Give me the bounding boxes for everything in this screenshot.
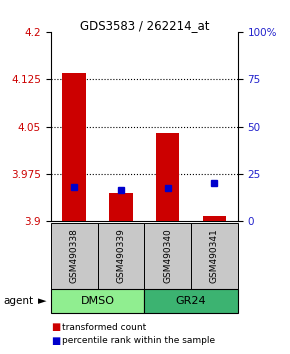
Text: GSM490338: GSM490338 (70, 228, 79, 283)
Bar (191, 223, 238, 289)
Bar (144, 223, 191, 289)
Text: percentile rank within the sample: percentile rank within the sample (62, 336, 215, 345)
Bar (62, 73, 86, 221)
Text: agent: agent (3, 296, 33, 306)
Text: GSM490340: GSM490340 (163, 228, 172, 283)
Text: ►: ► (38, 296, 46, 306)
Text: ■: ■ (51, 336, 60, 346)
Text: GR24: GR24 (176, 296, 206, 306)
Bar (144, 289, 238, 313)
Text: GDS3583 / 262214_at: GDS3583 / 262214_at (80, 19, 210, 33)
Text: transformed count: transformed count (62, 323, 147, 332)
Text: DMSO: DMSO (81, 296, 115, 306)
Text: GSM490341: GSM490341 (210, 228, 219, 283)
Bar (51, 223, 97, 289)
Bar (203, 216, 226, 221)
Text: ■: ■ (51, 322, 60, 332)
Bar (109, 193, 133, 221)
Bar (156, 133, 179, 221)
Bar (51, 289, 144, 313)
Bar (97, 223, 144, 289)
Text: GSM490339: GSM490339 (116, 228, 125, 283)
